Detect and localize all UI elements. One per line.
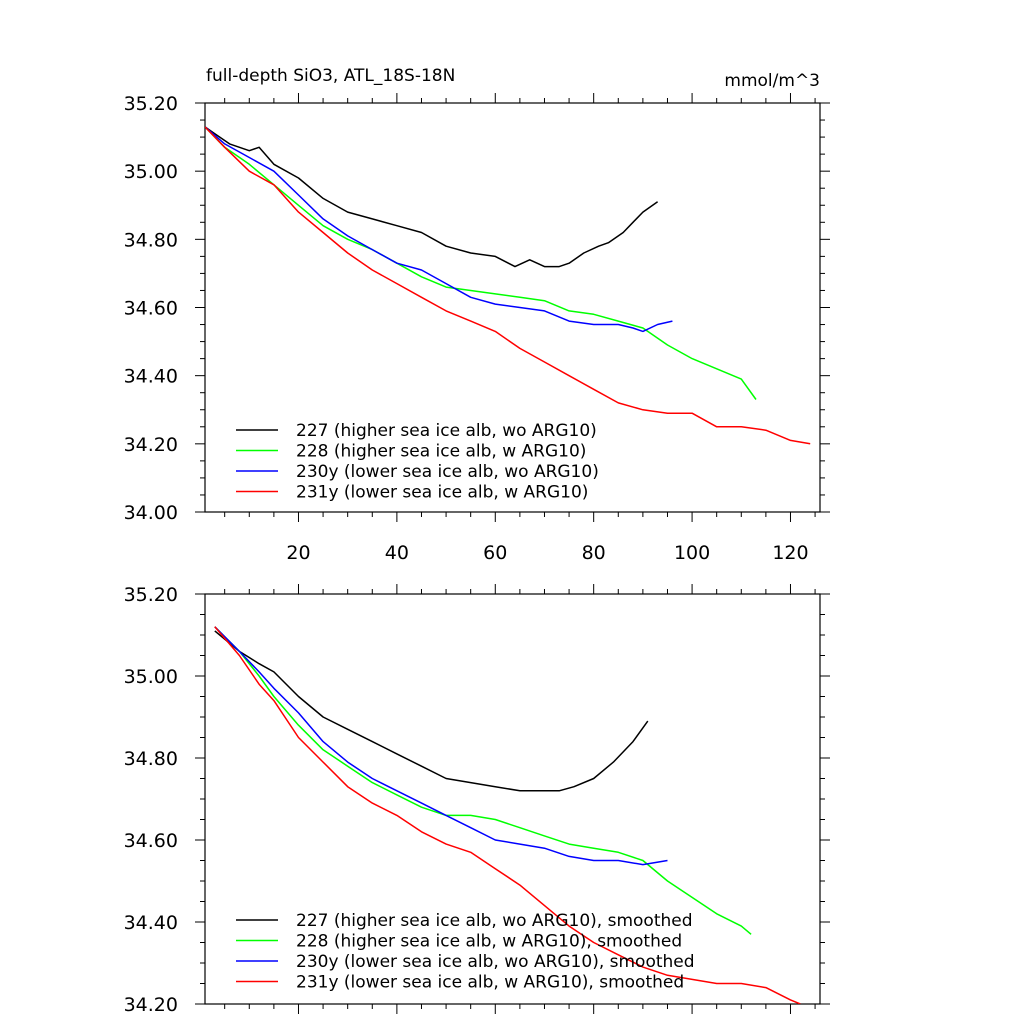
x-tick-label: 120 [772, 542, 808, 564]
legend-label-227: 227 (higher sea ice alb, wo ARG10), smoo… [296, 911, 693, 931]
chart-title: full-depth SiO3, ATL_18S-18N [206, 66, 455, 86]
x-tick-label: 40 [385, 542, 409, 564]
y-tick-label: 34.00 [124, 502, 178, 524]
legend-label-228: 228 (higher sea ice alb, w ARG10), smoot… [296, 932, 682, 952]
x-tick-label: 60 [483, 542, 507, 564]
legend-label-228: 228 (higher sea ice alb, w ARG10) [296, 442, 586, 462]
top-chart: full-depth SiO3, ATL_18S-18N mmol/m^3 34… [124, 66, 830, 564]
legend-label-227: 227 (higher sea ice alb, wo ARG10) [296, 421, 597, 441]
y-tick-label: 35.20 [124, 93, 178, 115]
x-tick-label: 100 [674, 542, 710, 564]
y-tick-label: 34.40 [124, 912, 178, 934]
series-line-227 [214, 630, 649, 792]
y-tick-label: 34.60 [124, 298, 178, 320]
y-tick-label: 34.20 [124, 994, 178, 1016]
series-line-230y [205, 126, 673, 333]
y-tick-label: 35.00 [124, 161, 178, 183]
y-tick-label: 35.20 [124, 584, 178, 606]
y-tick-label: 34.80 [124, 229, 178, 251]
legend-label-231y: 231y (lower sea ice alb, w ARG10) [296, 483, 588, 503]
y-tick-label: 34.40 [124, 366, 178, 388]
x-tick-label: 20 [286, 542, 310, 564]
legend-label-230y: 230y (lower sea ice alb, wo ARG10), smoo… [296, 952, 695, 972]
series-line-231y [205, 126, 811, 445]
x-tick-label: 80 [582, 542, 606, 564]
bottom-chart: 34.20 34.40 34.60 34.80 35.00 35.20 227 (highe… [124, 584, 830, 1016]
units-label: mmol/m^3 [724, 71, 820, 91]
y-tick-label: 34.20 [124, 434, 178, 456]
legend-label-231y: 231y (lower sea ice alb, w ARG10), smoot… [296, 973, 684, 993]
y-tick-label: 34.80 [124, 748, 178, 770]
y-tick-label: 34.60 [124, 830, 178, 852]
series-line-228 [205, 126, 757, 400]
legend-label-230y: 230y (lower sea ice alb, wo ARG10) [296, 462, 599, 482]
series-line-230y [214, 626, 668, 866]
series-line-231y [214, 626, 801, 1004]
series-line-228 [214, 626, 752, 935]
y-tick-label: 35.00 [124, 666, 178, 688]
series-line-227 [205, 126, 659, 268]
